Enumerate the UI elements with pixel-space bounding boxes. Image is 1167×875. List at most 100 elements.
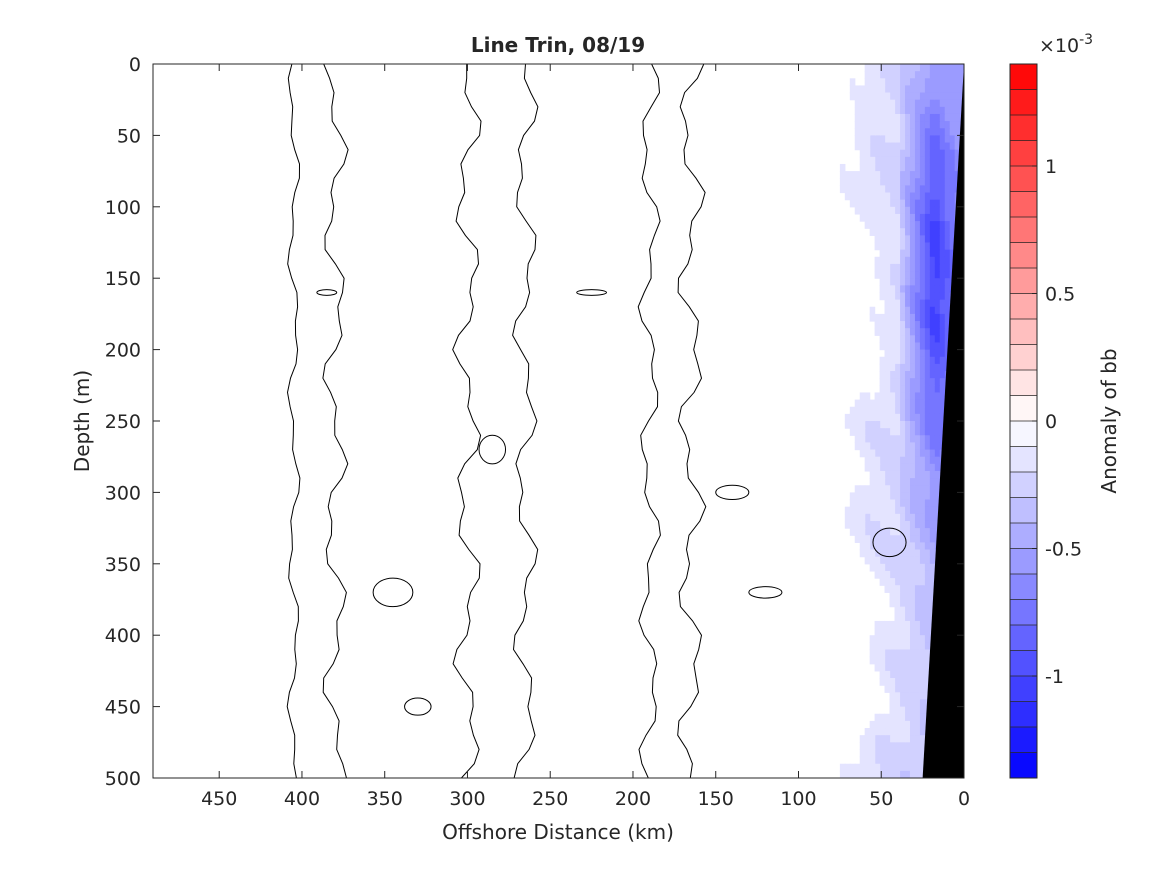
field-cell	[899, 342, 906, 351]
field-cell	[899, 228, 906, 236]
field-cell	[914, 321, 920, 329]
field-cell	[904, 71, 910, 79]
field-cell	[874, 399, 881, 408]
field-cell	[889, 85, 896, 94]
field-cell	[869, 406, 876, 415]
field-cell	[889, 413, 896, 422]
field-cell	[909, 649, 915, 658]
field-cell	[879, 406, 886, 415]
field-cell	[859, 171, 866, 179]
field-cell	[859, 528, 866, 536]
field-cell	[879, 206, 886, 215]
field-cell	[919, 421, 925, 429]
field-cell	[904, 520, 910, 529]
x-tick-label: 400	[284, 788, 320, 810]
field-cell	[904, 142, 910, 151]
field-cell	[939, 385, 945, 394]
field-cell	[924, 406, 930, 415]
field-cell	[884, 335, 891, 344]
field-cell	[924, 178, 930, 186]
field-cell	[919, 256, 925, 265]
field-cell	[859, 213, 866, 222]
field-cell	[929, 363, 935, 372]
field-cell	[899, 256, 906, 265]
field-cell	[904, 392, 910, 401]
field-cell	[914, 542, 920, 551]
field-cell	[934, 228, 940, 236]
field-cell	[894, 556, 901, 565]
field-cell	[929, 342, 935, 351]
field-cell	[904, 199, 910, 208]
field-cell	[909, 685, 915, 693]
field-cell	[854, 428, 861, 436]
field-cell	[899, 456, 906, 465]
field-cell	[899, 292, 906, 301]
field-cell	[854, 535, 861, 543]
field-cell	[894, 371, 901, 379]
field-cell	[909, 385, 915, 394]
field-cell	[864, 178, 871, 186]
field-cell	[874, 221, 881, 229]
field-cell	[904, 692, 910, 701]
field-cell	[869, 520, 876, 529]
colorbar-swatch	[1010, 217, 1037, 243]
field-cell	[854, 171, 861, 179]
field-cell	[909, 656, 915, 665]
field-cell	[899, 663, 906, 672]
field-cell	[869, 635, 876, 643]
field-cell	[884, 670, 891, 679]
field-cell	[899, 421, 906, 429]
field-cell	[879, 485, 886, 493]
field-cell	[909, 285, 915, 294]
field-cell	[909, 85, 915, 94]
field-cell	[884, 242, 891, 251]
field-cell	[899, 371, 906, 379]
field-cell	[934, 78, 940, 87]
field-cell	[929, 228, 935, 236]
field-cell	[939, 263, 945, 272]
field-cell	[909, 478, 915, 486]
field-cell	[924, 242, 930, 251]
field-cell	[904, 228, 910, 236]
field-cell	[884, 256, 891, 265]
field-cell	[924, 620, 930, 629]
field-cell	[899, 742, 906, 751]
field-cell	[904, 606, 910, 615]
field-cell	[929, 192, 935, 201]
field-cell	[904, 463, 910, 472]
field-cell	[954, 85, 960, 94]
field-cell	[919, 606, 925, 615]
field-cell	[899, 149, 906, 158]
field-cell	[854, 499, 861, 508]
field-cell	[879, 513, 886, 522]
field-cell	[929, 235, 935, 244]
field-cell	[914, 456, 920, 465]
field-cell	[934, 328, 940, 336]
field-cell	[854, 399, 861, 408]
field-cell	[884, 770, 891, 778]
field-cell	[864, 128, 871, 136]
field-cell	[879, 720, 886, 729]
field-cell	[944, 285, 950, 294]
field-cell	[914, 435, 920, 444]
field-cell	[869, 85, 876, 94]
field-cell	[949, 106, 955, 115]
colorbar-swatch	[1010, 548, 1037, 575]
field-cell	[909, 292, 915, 301]
zero-contour-loop	[478, 434, 507, 465]
field-cell	[924, 285, 930, 294]
field-cell	[924, 392, 930, 401]
field-cell	[939, 371, 945, 379]
field-cell	[954, 135, 960, 144]
field-cell	[934, 306, 940, 315]
field-cell	[899, 713, 906, 722]
field-cell	[859, 142, 866, 151]
field-cell	[919, 435, 925, 444]
field-cell	[934, 385, 940, 394]
field-cell	[844, 192, 851, 201]
field-cell	[894, 642, 901, 651]
field-cell	[879, 478, 886, 486]
field-cell	[879, 371, 886, 379]
field-cell	[899, 649, 906, 658]
field-cell	[944, 199, 950, 208]
